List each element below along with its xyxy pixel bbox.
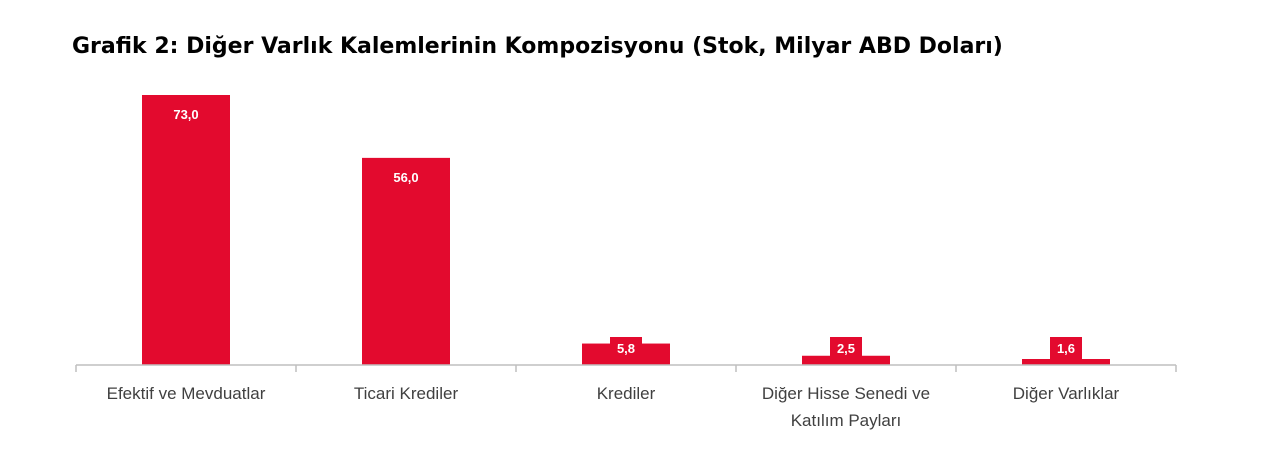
category-label-line: Diğer Hisse Senedi ve bbox=[762, 384, 930, 403]
data-label: 73,0 bbox=[173, 107, 198, 122]
category-label: Krediler bbox=[597, 384, 656, 403]
category-label-line: Katılım Payları bbox=[791, 411, 902, 430]
data-label-box bbox=[610, 337, 642, 365]
category-label-line: Krediler bbox=[597, 384, 656, 403]
category-label: Efektif ve Mevduatlar bbox=[107, 384, 266, 403]
category-label: Diğer Hisse Senedi ve Katılım Payları bbox=[762, 384, 930, 430]
category-label-line: Diğer Varlıklar bbox=[1013, 384, 1120, 403]
category-label-line: Ticari Krediler bbox=[354, 384, 459, 403]
data-label: 2,5 bbox=[837, 341, 855, 356]
category-label-line: Efektif ve Mevduatlar bbox=[107, 384, 266, 403]
category-label: Diğer Varlıklar bbox=[1013, 384, 1120, 403]
chart-title: Grafik 2: Diğer Varlık Kalemlerinin Komp… bbox=[72, 34, 1003, 59]
category-label: Ticari Krediler bbox=[354, 384, 459, 403]
data-label: 1,6 bbox=[1057, 341, 1075, 356]
data-label: 56,0 bbox=[393, 170, 418, 185]
data-label: 5,8 bbox=[617, 341, 635, 356]
bar bbox=[362, 157, 450, 365]
data-label-box bbox=[1050, 337, 1082, 365]
bar bbox=[142, 95, 230, 365]
data-label-box bbox=[830, 337, 862, 365]
